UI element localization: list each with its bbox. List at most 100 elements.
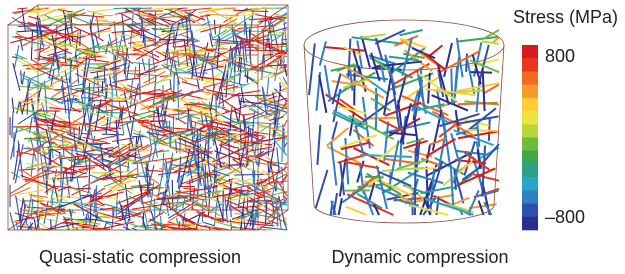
fiber [21,70,22,83]
fiber [241,197,245,230]
fiber [110,75,112,87]
fiber [116,192,117,219]
fiber [163,224,190,225]
fiber [119,13,132,20]
fiber [284,120,287,127]
fiber [210,85,214,112]
colorbar-title: Stress (MPa) [513,7,618,27]
fiber [250,8,276,9]
fiber [317,125,320,165]
fiber [243,114,253,115]
colorbar-swatch [522,98,538,112]
fiber [214,20,215,35]
fiber [482,41,499,44]
fiber [194,152,195,162]
fiber [230,113,231,130]
fiber [29,117,32,133]
fiber [15,45,19,68]
fiber [89,83,90,106]
fiber [268,34,280,35]
fiber [182,82,198,87]
fiber [18,26,51,27]
fiber [458,37,499,42]
fiber [421,187,453,193]
fiber [365,177,384,178]
fiber [135,137,137,164]
fiber [92,135,118,141]
fiber [425,198,473,214]
fiber [253,215,254,230]
fiber [75,87,105,89]
fiber [467,130,499,131]
fiber [99,128,121,129]
cylinder-panel [304,20,504,223]
fiber [376,93,377,129]
colorbar-swatch [522,204,538,218]
colorbar-swatch [522,138,538,152]
fiber [158,173,163,199]
fiber [130,104,136,141]
fiber [12,111,13,138]
fiber [150,182,154,213]
fiber [451,165,453,205]
fiber [282,124,283,162]
fiber [283,29,287,30]
caption: Quasi-static compression [39,247,241,267]
fiber [354,68,355,106]
fiber [285,143,287,147]
fiber [333,74,341,104]
fiber [187,18,188,46]
fiber [244,76,258,84]
fiber [172,180,173,210]
fiber [428,73,430,104]
fiber [255,138,257,156]
fiber [96,112,126,113]
colorbar-swatch [522,164,538,178]
fiber [33,85,53,86]
colorbar-swatch [522,58,538,72]
fiber [192,31,198,66]
fiber [267,77,269,97]
fiber [269,142,275,173]
colorbar-swatch [522,111,538,125]
fiber [77,28,111,39]
fiber [136,176,151,177]
fiber [102,134,124,135]
fiber [203,222,215,226]
fiber [96,172,130,174]
caption: Dynamic compression [331,247,508,267]
fiber [200,15,210,16]
figure: 800–800 Quasi-static compression Dynamic… [0,0,625,274]
fiber [97,16,99,37]
fiber [161,216,162,230]
colorbar-swatch [522,45,538,59]
fiber [11,172,20,178]
colorbar: 800–800 [522,45,585,230]
fiber [320,41,326,65]
fiber [346,207,366,215]
fiber [174,72,175,102]
fiber [217,93,239,95]
fiber [175,115,189,120]
fiber [54,89,66,90]
cube-panel [8,5,288,230]
fiber [316,170,328,208]
fiber [325,65,330,99]
fiber [132,8,152,9]
fiber [221,87,223,107]
fiber [489,117,490,141]
colorbar-swatch [522,85,538,99]
fiber [80,30,81,46]
fiber [26,194,32,224]
fiber [178,81,179,120]
fiber [217,198,223,222]
colorbar-swatch [522,151,538,165]
colorbar-swatch [522,217,538,231]
colorbar-swatch [522,124,538,138]
fiber [452,198,470,205]
fiber [142,58,145,70]
fiber [360,155,412,157]
fiber [234,174,268,175]
fiber [190,179,191,201]
fiber [12,98,14,113]
